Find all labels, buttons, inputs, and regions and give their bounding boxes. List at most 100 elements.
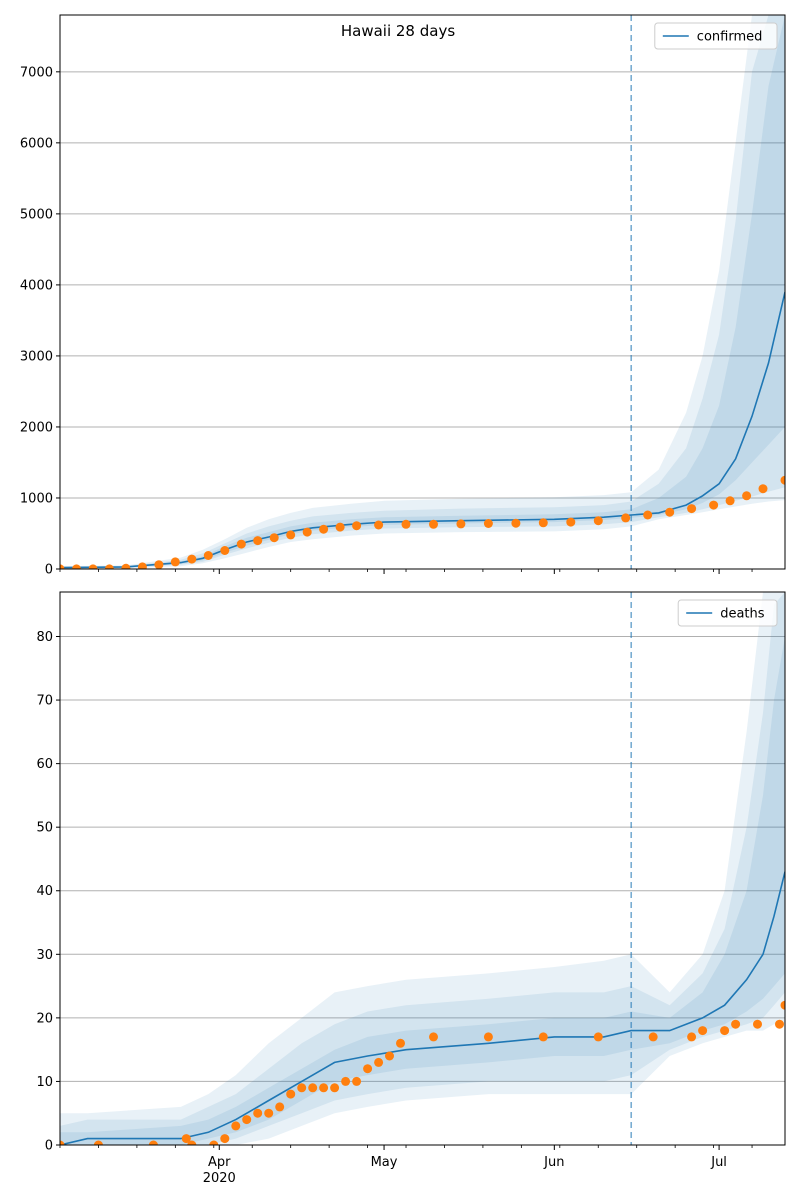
x-tick-sublabel: 2020 bbox=[203, 1171, 236, 1186]
observed-point bbox=[511, 518, 521, 528]
observed-point bbox=[137, 562, 147, 569]
observed-point bbox=[170, 557, 180, 567]
observed-point bbox=[374, 520, 384, 530]
observed-point bbox=[181, 1134, 191, 1144]
observed-point bbox=[302, 527, 312, 537]
observed-point bbox=[220, 1134, 230, 1144]
observed-point bbox=[341, 1076, 351, 1086]
observed-point bbox=[104, 564, 114, 569]
observed-point bbox=[203, 551, 213, 560]
observed-point bbox=[385, 1051, 394, 1061]
observed-point bbox=[401, 519, 411, 529]
legend-label: deaths bbox=[720, 607, 765, 622]
observed-point bbox=[88, 564, 98, 569]
observed-point bbox=[742, 491, 752, 501]
observed-point bbox=[319, 1083, 329, 1093]
observed-point bbox=[538, 518, 548, 528]
observed-point bbox=[60, 1140, 65, 1145]
axes-frame bbox=[59, 591, 786, 1146]
figure-title: Hawaii 28 days bbox=[341, 22, 455, 40]
observed-point bbox=[352, 521, 362, 531]
observed-point bbox=[538, 1032, 548, 1042]
observed-point bbox=[687, 504, 697, 514]
observed-point bbox=[775, 1019, 784, 1029]
observed-point bbox=[396, 1038, 405, 1048]
legend-box bbox=[654, 22, 778, 50]
observed-point bbox=[60, 564, 65, 569]
y-tick-label: 50 bbox=[36, 821, 53, 836]
observed-point bbox=[698, 1026, 708, 1036]
observed-point bbox=[335, 522, 345, 532]
y-tick-label: 20 bbox=[36, 1011, 53, 1026]
observed-point bbox=[330, 1083, 340, 1093]
observed-point bbox=[72, 564, 81, 569]
observed-point bbox=[648, 1032, 658, 1042]
legend-box bbox=[677, 599, 778, 627]
observed-point bbox=[286, 1089, 296, 1099]
legend: deaths bbox=[677, 599, 778, 627]
observed-point bbox=[665, 507, 675, 517]
y-tick-label: 80 bbox=[36, 630, 53, 645]
y-tick-label: 6000 bbox=[20, 136, 53, 151]
credible-band-3 bbox=[60, 636, 785, 1145]
observed-point bbox=[236, 539, 246, 549]
credible-band-2 bbox=[60, 592, 785, 1145]
y-tick-label: 30 bbox=[36, 948, 53, 963]
observed-point bbox=[242, 1115, 252, 1125]
observed-point bbox=[148, 1140, 158, 1145]
observed-point bbox=[154, 560, 164, 569]
observed-point bbox=[121, 563, 131, 569]
observed-point bbox=[93, 1140, 103, 1145]
observed-point bbox=[319, 524, 329, 534]
observed-point bbox=[621, 513, 631, 523]
observed-point bbox=[275, 1102, 285, 1112]
observed-point bbox=[429, 1032, 438, 1042]
observed-point bbox=[297, 1083, 307, 1093]
y-tick-label: 0 bbox=[45, 1139, 53, 1154]
observed-point bbox=[780, 475, 785, 485]
y-tick-label: 0 bbox=[45, 563, 53, 578]
observed-point bbox=[253, 1108, 263, 1118]
observed-point bbox=[374, 1057, 384, 1067]
observed-point bbox=[456, 519, 466, 529]
y-tick-label: 10 bbox=[36, 1075, 53, 1090]
confirmed-panel: 0 1000 2000 3000 4000 5000 6000 7000 confirmed bbox=[20, 14, 786, 578]
observed-point bbox=[731, 1019, 741, 1029]
observed-point bbox=[593, 516, 603, 526]
legend-label: confirmed bbox=[697, 30, 763, 45]
observed-point bbox=[720, 1026, 730, 1036]
observed-point bbox=[429, 519, 438, 529]
y-tick-label: 60 bbox=[36, 757, 53, 772]
y-tick-label: 70 bbox=[36, 694, 53, 709]
y-tick-label: 3000 bbox=[20, 349, 53, 364]
observed-point bbox=[253, 536, 263, 546]
observed-point bbox=[269, 533, 279, 543]
observed-point bbox=[566, 517, 576, 527]
axes-frame bbox=[59, 14, 786, 570]
observed-point bbox=[308, 1083, 318, 1093]
observed-point bbox=[209, 1140, 219, 1145]
observed-point bbox=[725, 496, 735, 506]
x-tick-label: May bbox=[371, 1155, 398, 1170]
observed-point bbox=[187, 1140, 197, 1145]
plot-area bbox=[60, 592, 785, 1145]
observed-point bbox=[643, 510, 653, 520]
observed-point bbox=[753, 1019, 762, 1029]
y-tick-label: 1000 bbox=[20, 491, 53, 506]
observed-point bbox=[758, 484, 768, 494]
observed-point bbox=[709, 500, 719, 510]
observed-point bbox=[187, 554, 197, 564]
observed-point bbox=[352, 1076, 362, 1086]
x-tick-label: Apr bbox=[208, 1155, 231, 1170]
model-median-line bbox=[60, 871, 785, 1145]
observed-point bbox=[483, 1032, 493, 1042]
y-tick-label: 40 bbox=[36, 884, 53, 899]
credible-band-1 bbox=[60, 592, 785, 1145]
y-tick-label: 7000 bbox=[20, 65, 53, 80]
y-tick-label: 4000 bbox=[20, 278, 53, 293]
observed-point bbox=[264, 1108, 274, 1118]
observed-point bbox=[286, 530, 296, 540]
observed-point bbox=[780, 1000, 785, 1010]
observed-point bbox=[593, 1032, 603, 1042]
